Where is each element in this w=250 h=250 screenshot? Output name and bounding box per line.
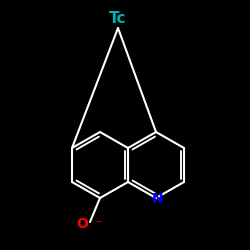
Text: Tc: Tc [109,11,127,26]
Text: ⁻: ⁻ [95,219,101,229]
Text: O: O [76,217,88,231]
Text: N: N [152,192,164,206]
